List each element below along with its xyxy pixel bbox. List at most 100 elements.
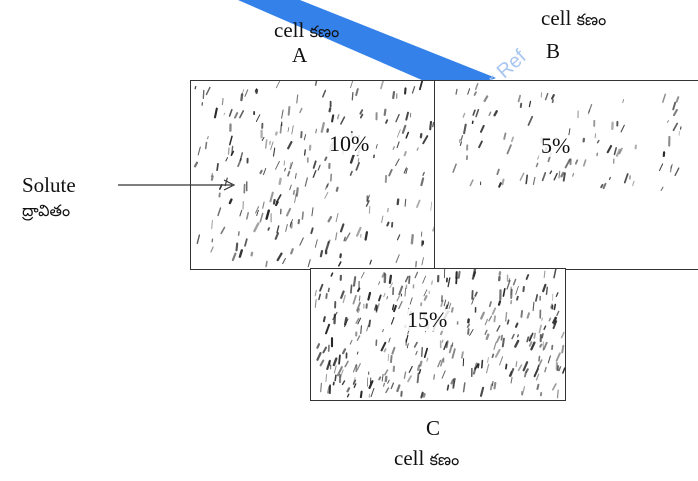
solute-particle <box>551 99 554 104</box>
solute-particle <box>265 260 268 268</box>
solute-particle <box>396 141 400 149</box>
solute-particle <box>367 291 372 301</box>
solute-particle <box>289 162 292 170</box>
cell-a-caption-te: కణం <box>309 24 340 41</box>
solute-particle <box>556 310 560 316</box>
solute-particle <box>500 334 503 341</box>
solute-particle <box>452 163 457 173</box>
solute-particle <box>618 147 623 155</box>
solute-particle <box>264 139 268 149</box>
solute-particle <box>467 328 470 335</box>
solute-particle <box>496 335 501 343</box>
solute-particle <box>231 252 237 262</box>
solute-particle <box>346 393 350 398</box>
solute-particle <box>320 122 325 133</box>
cell-b-letter: B <box>546 39 561 63</box>
solute-particle <box>255 114 261 122</box>
solute-particle <box>632 180 635 187</box>
solute-particle <box>343 316 348 326</box>
cell-a-concentration: 10% <box>327 131 372 156</box>
solute-particle <box>218 184 223 190</box>
solute-particle <box>431 280 433 285</box>
solute-particle <box>403 371 407 379</box>
solute-particle <box>501 337 505 348</box>
solute-particle <box>349 154 355 164</box>
solute-particle <box>276 252 283 262</box>
solute-particle <box>378 376 382 381</box>
solute-particle <box>398 285 404 296</box>
solute-particle <box>543 270 546 279</box>
solute-particle <box>667 120 669 123</box>
solute-particle <box>481 359 484 369</box>
solute-particle <box>429 120 433 131</box>
cell-c-caption-te: కణం <box>429 452 460 469</box>
cell-c-box: 15% <box>310 268 566 401</box>
solute-particle <box>660 186 664 191</box>
solute-particle <box>672 101 677 111</box>
solute-particle <box>493 110 498 117</box>
solute-particle <box>255 88 259 94</box>
solute-particle <box>396 384 401 393</box>
solute-particle <box>210 172 214 178</box>
solute-particle <box>356 363 361 371</box>
solute-particle <box>552 316 557 324</box>
solute-particle <box>533 367 539 378</box>
solute-particle <box>472 269 477 278</box>
solute-particle <box>670 163 673 169</box>
solute-particle <box>404 287 407 297</box>
solute-particle <box>255 206 260 214</box>
solute-particle <box>485 333 490 341</box>
solute-particle <box>478 140 483 149</box>
solute-particle <box>543 341 548 350</box>
solute-particle <box>314 299 317 308</box>
solute-particle <box>250 251 254 257</box>
solute-particle <box>522 361 529 372</box>
solute-particle <box>504 311 508 322</box>
solute-particle <box>388 168 393 177</box>
solute-particle <box>360 271 365 279</box>
solute-particle <box>205 86 211 96</box>
solute-particle <box>304 177 308 187</box>
solute-particle <box>505 363 508 370</box>
solute-particle <box>287 170 291 177</box>
solute-particle <box>510 136 515 143</box>
solute-particle <box>216 162 219 172</box>
cell-b-caption-en: cell <box>541 6 572 30</box>
solute-particle <box>451 342 454 347</box>
solute-particle <box>416 147 419 151</box>
solute-particle <box>224 177 228 187</box>
solute-particle <box>401 124 407 134</box>
solute-particle <box>381 373 384 382</box>
solute-particle <box>239 209 243 217</box>
solute-particle <box>508 277 511 283</box>
solute-particle <box>357 287 361 292</box>
solute-particle <box>420 391 424 399</box>
solute-particle <box>325 373 327 383</box>
solute-particle <box>388 274 393 284</box>
solute-particle <box>318 293 321 301</box>
solute-particle <box>381 215 384 223</box>
solute-particle <box>525 274 530 280</box>
solute-particle <box>338 261 342 267</box>
solute-particle <box>528 332 534 342</box>
solute-particle <box>355 88 359 96</box>
solute-particle <box>244 89 249 97</box>
solute-particle <box>317 164 321 171</box>
solute-particle <box>475 108 480 118</box>
solute-particle <box>366 324 370 332</box>
solute-particle <box>404 198 407 207</box>
solute-particle <box>446 384 450 391</box>
solute-particle <box>447 277 451 288</box>
solute-particle <box>331 114 335 123</box>
solute-particle <box>303 149 307 156</box>
solute-particle <box>278 177 282 186</box>
solute-particle <box>202 89 205 99</box>
solute-particle <box>582 159 587 167</box>
solute-particle <box>390 317 395 325</box>
solute-particle <box>223 112 226 116</box>
solute-particle <box>406 343 409 349</box>
solute-particle <box>538 355 541 362</box>
solute-particle <box>422 275 426 284</box>
solute-particle <box>602 182 607 190</box>
solute-particle <box>396 198 400 206</box>
